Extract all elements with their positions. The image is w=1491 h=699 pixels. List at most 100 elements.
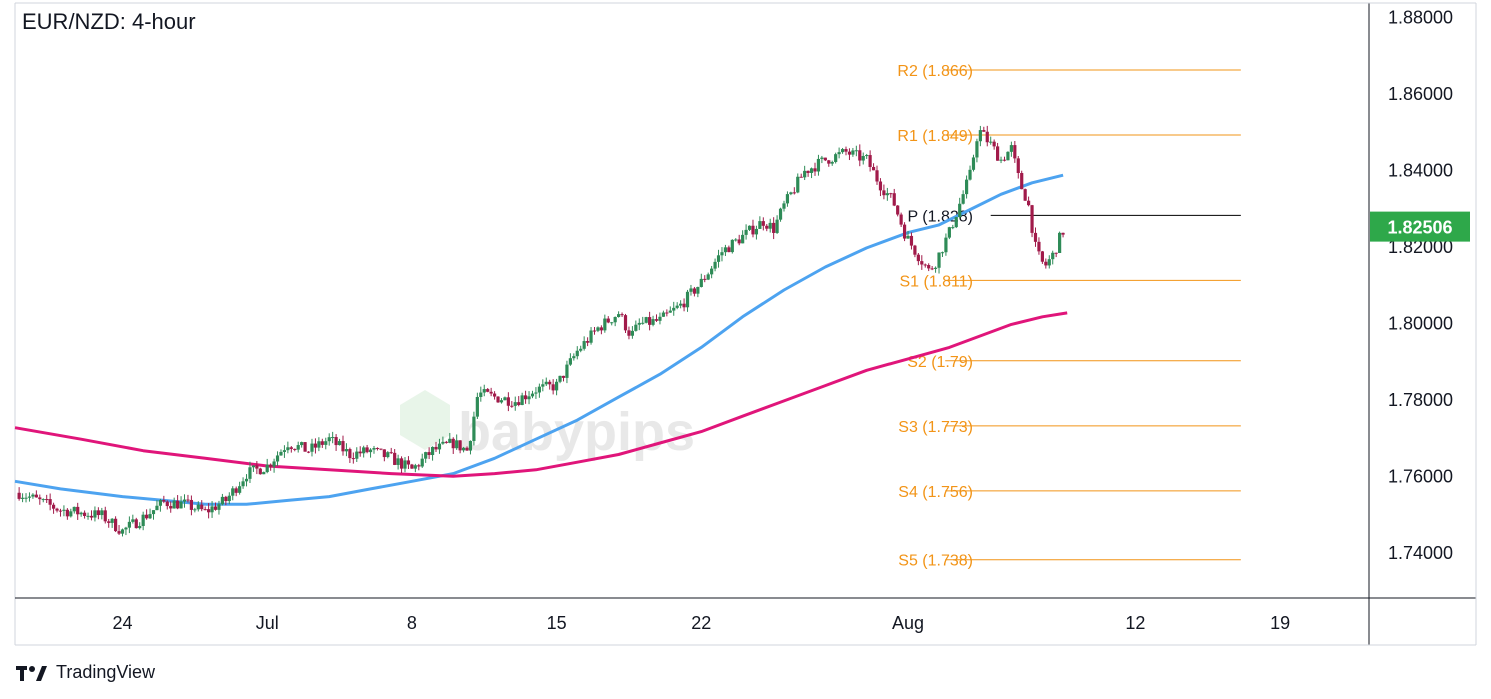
- candle-body: [1020, 173, 1024, 190]
- candle-body: [176, 500, 180, 509]
- x-tick-label: 19: [1270, 613, 1290, 633]
- candle-body: [368, 449, 373, 453]
- candle-body: [865, 155, 869, 157]
- candle-body: [238, 486, 242, 493]
- candle-body: [775, 219, 779, 233]
- candle-body: [100, 510, 104, 516]
- candle-body: [899, 214, 903, 225]
- candle-body: [124, 527, 128, 530]
- candle-body: [51, 504, 56, 509]
- candle-body: [410, 464, 414, 469]
- x-tick-label: 8: [407, 613, 417, 633]
- candle-body: [306, 451, 311, 453]
- y-tick-label: 1.88000: [1388, 7, 1453, 27]
- candle-body: [648, 317, 652, 325]
- candle-body: [131, 519, 135, 522]
- candle-body: [1051, 252, 1055, 260]
- candle-body: [579, 348, 583, 351]
- candle-body: [896, 205, 900, 215]
- candle-body: [837, 152, 841, 155]
- candle-body: [682, 303, 686, 308]
- candle-body: [978, 130, 982, 142]
- candle-body: [623, 315, 628, 331]
- candle-body: [765, 225, 769, 229]
- candle-body: [320, 441, 324, 445]
- candle-body: [262, 472, 266, 475]
- candle-body: [834, 154, 838, 162]
- candle-body: [492, 393, 497, 397]
- candle-body: [358, 451, 362, 454]
- candle-body: [331, 437, 335, 439]
- candle-body: [365, 447, 369, 453]
- candle-body: [654, 319, 659, 321]
- candle-body: [465, 447, 469, 451]
- candle-body: [572, 356, 576, 359]
- candle-body: [420, 458, 424, 467]
- candle-body: [362, 447, 366, 454]
- candle-body: [582, 341, 586, 349]
- candle-body: [710, 268, 714, 275]
- candle-body: [685, 291, 690, 308]
- candle-body: [162, 499, 166, 502]
- candle-body: [782, 203, 786, 209]
- candle-body: [933, 267, 938, 269]
- candle-body: [920, 261, 924, 265]
- y-tick-label: 1.86000: [1388, 84, 1453, 104]
- candle-body: [468, 440, 473, 451]
- candle-body: [517, 402, 521, 406]
- candle-body: [668, 310, 672, 313]
- candle-body: [665, 312, 669, 314]
- y-tick-label: 1.82000: [1388, 237, 1453, 257]
- candle-body: [544, 381, 548, 385]
- candle-body: [940, 252, 945, 254]
- candle-body: [76, 506, 80, 515]
- candle-body: [1058, 232, 1062, 253]
- candle-body: [658, 316, 662, 321]
- y-tick-label: 1.74000: [1388, 543, 1453, 563]
- candle-body: [840, 149, 845, 153]
- candle-body: [937, 252, 941, 268]
- candle-body: [902, 224, 907, 239]
- candle-body: [568, 358, 572, 365]
- candle-body: [951, 227, 955, 229]
- candle-body: [975, 141, 979, 158]
- candle-body: [830, 161, 834, 164]
- candle-body: [558, 375, 562, 382]
- candle-body: [151, 510, 156, 515]
- candle-body: [586, 341, 590, 343]
- candle-body: [968, 169, 972, 180]
- candle-body: [334, 437, 338, 446]
- candle-body: [785, 194, 790, 204]
- y-axis[interactable]: 1.74000 1.76000 1.78000 1.80000 1.82000 1.840…: [1388, 7, 1453, 563]
- candle-body: [827, 160, 831, 164]
- candle-body: [282, 450, 287, 452]
- candle-body: [675, 305, 679, 308]
- candle-body: [341, 441, 345, 452]
- candle-body: [417, 465, 421, 467]
- candle-body: [103, 510, 107, 522]
- candle-body: [203, 509, 207, 511]
- level-label-s3: S3 (1.773): [898, 419, 973, 436]
- candle-body: [882, 190, 886, 196]
- candle-body: [861, 155, 865, 161]
- candle-body: [458, 440, 462, 451]
- candle-body: [372, 448, 376, 450]
- candle-body: [799, 176, 803, 178]
- candle-body: [393, 452, 397, 465]
- candle-body: [548, 381, 552, 385]
- watermark-logo-icon: [400, 390, 450, 450]
- candle-body: [248, 467, 252, 479]
- candle-body: [296, 445, 300, 450]
- candle-body: [1009, 145, 1013, 152]
- candle-body: [17, 492, 21, 499]
- x-axis[interactable]: 24 Jul 8 15 22 Aug 12 19: [112, 613, 1290, 633]
- candle-body: [93, 510, 97, 518]
- tradingview-brand[interactable]: TradingView: [16, 662, 155, 683]
- candle-body: [1047, 259, 1051, 266]
- candle-body: [644, 317, 648, 323]
- watermark: babypips: [400, 390, 695, 462]
- candle-body: [286, 447, 290, 451]
- candle-body: [265, 464, 269, 473]
- candle-body: [138, 525, 142, 529]
- candle-body: [930, 268, 934, 270]
